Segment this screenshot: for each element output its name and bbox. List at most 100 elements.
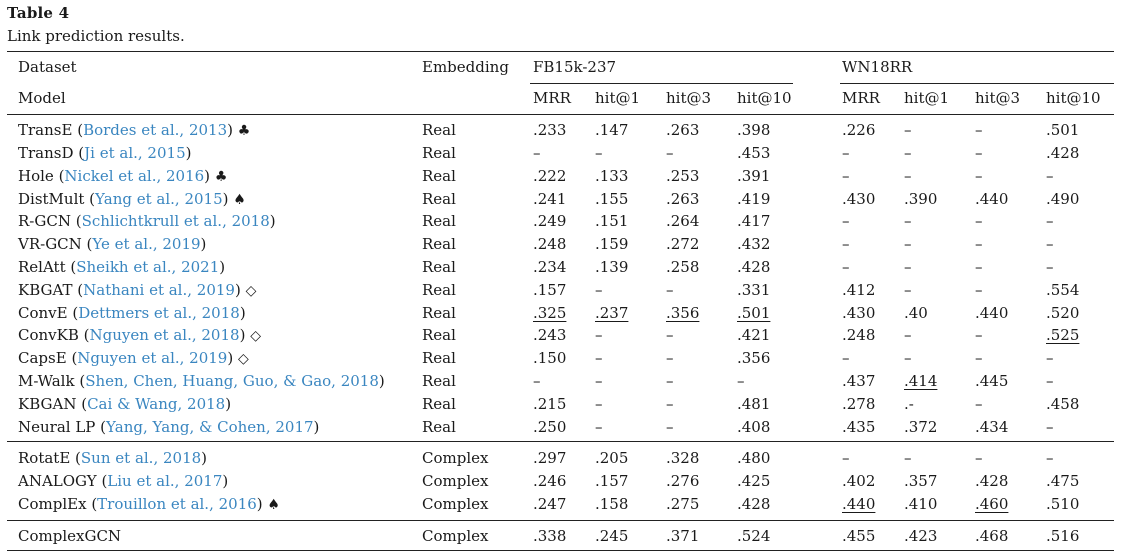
citation-link[interactable]: Ye et al., 2019 xyxy=(92,235,201,253)
table-cell-value: – xyxy=(533,372,541,390)
table-cell-value: .243 xyxy=(533,326,567,344)
table-cell-value: – xyxy=(595,349,603,367)
citation-link[interactable]: Nguyen et al., 2019 xyxy=(77,349,228,367)
paren-close: ) xyxy=(185,144,192,162)
header-embedding: Embedding xyxy=(422,58,509,76)
table-cell-value: .278 xyxy=(842,395,876,413)
citation-link[interactable]: Nathani et al., 2019 xyxy=(83,281,235,299)
citation-link[interactable]: Cai & Wang, 2018 xyxy=(87,395,226,413)
marker-icon: ♣ xyxy=(214,169,228,185)
header-metric: hit@10 xyxy=(737,89,792,107)
citation-link[interactable]: Bordes et al., 2013 xyxy=(83,121,228,139)
table-row-model: RelAtt (Sheikh et al., 2021) xyxy=(18,258,225,276)
table-cell-value: – xyxy=(975,349,983,367)
table-cell-value: .432 xyxy=(737,235,771,253)
table-cell-value: .155 xyxy=(595,190,629,208)
table-cell-value: – xyxy=(975,258,983,276)
table-cell-value: .215 xyxy=(533,395,567,413)
table-cell-value: .- xyxy=(904,395,914,413)
table-row-model: VR-GCN (Ye et al., 2019) xyxy=(18,235,206,253)
table-cell-value: .151 xyxy=(595,212,629,230)
table-cell-value: – xyxy=(666,395,674,413)
table-cell-value: .475 xyxy=(1046,472,1080,490)
table-cell-value: .276 xyxy=(666,472,700,490)
embedding-type: Real xyxy=(422,190,456,208)
model-name: ComplexGCN xyxy=(18,527,122,545)
table-cell-value: – xyxy=(904,167,912,185)
table-cell-value: .241 xyxy=(533,190,567,208)
table-row-model: R-GCN (Schlichtkrull et al., 2018) xyxy=(18,212,276,230)
citation-link[interactable]: Sheikh et al., 2021 xyxy=(76,258,220,276)
table-cell-value: .435 xyxy=(842,418,876,436)
table-row-model: CapsE (Nguyen et al., 2019) ◇ xyxy=(18,349,249,368)
paren-close: ) xyxy=(222,190,229,208)
table-cell-value: – xyxy=(1046,212,1054,230)
header-metric: MRR xyxy=(533,89,571,107)
paren-open: ( xyxy=(84,190,96,208)
citation-link[interactable]: Dettmers et al., 2018 xyxy=(78,304,240,322)
table-cell-value: .390 xyxy=(904,190,938,208)
paren-open: ( xyxy=(74,372,86,390)
embedding-type: Complex xyxy=(422,495,489,513)
embedding-type: Complex xyxy=(422,527,489,545)
model-name: KBGAT xyxy=(18,281,73,299)
table-row-model: Neural LP (Yang, Yang, & Cohen, 2017) xyxy=(18,418,319,436)
paren-close: ) xyxy=(225,395,232,413)
table-cell-value: – xyxy=(595,326,603,344)
citation-link[interactable]: Yang, Yang, & Cohen, 2017 xyxy=(106,418,314,436)
table-cell-value: .453 xyxy=(737,144,771,162)
model-name: Neural LP xyxy=(18,418,96,436)
table-cell-value: .357 xyxy=(904,472,938,490)
table-cell-value: .417 xyxy=(737,212,771,230)
citation-link[interactable]: Liu et al., 2017 xyxy=(107,472,223,490)
paren-open: ( xyxy=(95,418,107,436)
table-cell-value: – xyxy=(904,212,912,230)
citation-link[interactable]: Nickel et al., 2016 xyxy=(64,167,205,185)
table-cell-value: – xyxy=(975,281,983,299)
table-cell-value: – xyxy=(666,144,674,162)
table-cell-value: .133 xyxy=(595,167,629,185)
table-cell-value: .410 xyxy=(904,495,938,513)
embedding-type: Complex xyxy=(422,472,489,490)
model-name: TransE xyxy=(18,121,73,139)
model-name: KBGAN xyxy=(18,395,77,413)
table-cell-value: .249 xyxy=(533,212,567,230)
citation-link[interactable]: Yang et al., 2015 xyxy=(95,190,223,208)
group-rule-fb15k xyxy=(530,83,793,84)
embedding-type: Real xyxy=(422,258,456,276)
table-cell-value: .437 xyxy=(842,372,876,390)
citation-link[interactable]: Sun et al., 2018 xyxy=(80,449,202,467)
table-row-model: ConvKB (Nguyen et al., 2018) ◇ xyxy=(18,326,261,345)
table-cell-value: .414 xyxy=(904,372,938,390)
embedding-type: Real xyxy=(422,144,456,162)
paren-close: ) xyxy=(219,258,226,276)
table-cell-value: – xyxy=(666,418,674,436)
table-row-model: ConvE (Dettmers et al., 2018) xyxy=(18,304,246,322)
header-group-fb15k: FB15k-237 xyxy=(533,58,617,76)
table-cell-value: .237 xyxy=(595,304,629,322)
model-name: CapsE xyxy=(18,349,67,367)
paren-close: ) xyxy=(222,472,229,490)
model-name: TransD xyxy=(18,144,74,162)
citation-link[interactable]: Trouillon et al., 2016 xyxy=(97,495,257,513)
table-cell-value: .275 xyxy=(666,495,700,513)
embedding-type: Complex xyxy=(422,449,489,467)
table-cell-value: .428 xyxy=(975,472,1009,490)
citation-link[interactable]: Schlichtkrull et al., 2018 xyxy=(81,212,270,230)
table-cell-value: – xyxy=(904,281,912,299)
citation-link[interactable]: Nguyen et al., 2018 xyxy=(89,326,240,344)
citation-link[interactable]: Ji et al., 2015 xyxy=(84,144,186,162)
table-cell-value: – xyxy=(595,395,603,413)
table-cell-value: .205 xyxy=(595,449,629,467)
table-row-model: ComplexGCN xyxy=(18,527,121,545)
model-name: RotatE xyxy=(18,449,71,467)
header-metric: hit@3 xyxy=(666,89,712,107)
table-caption-subtitle: Link prediction results. xyxy=(7,27,185,45)
citation-link[interactable]: Shen, Chen, Huang, Guo, & Gao, 2018 xyxy=(85,372,379,390)
table-cell-value: .501 xyxy=(1046,121,1080,139)
table-cell-value: – xyxy=(904,449,912,467)
table-cell-value: .150 xyxy=(533,349,567,367)
table-cell-value: – xyxy=(595,372,603,390)
table-cell-value: .430 xyxy=(842,190,876,208)
paren-open: ( xyxy=(96,472,108,490)
